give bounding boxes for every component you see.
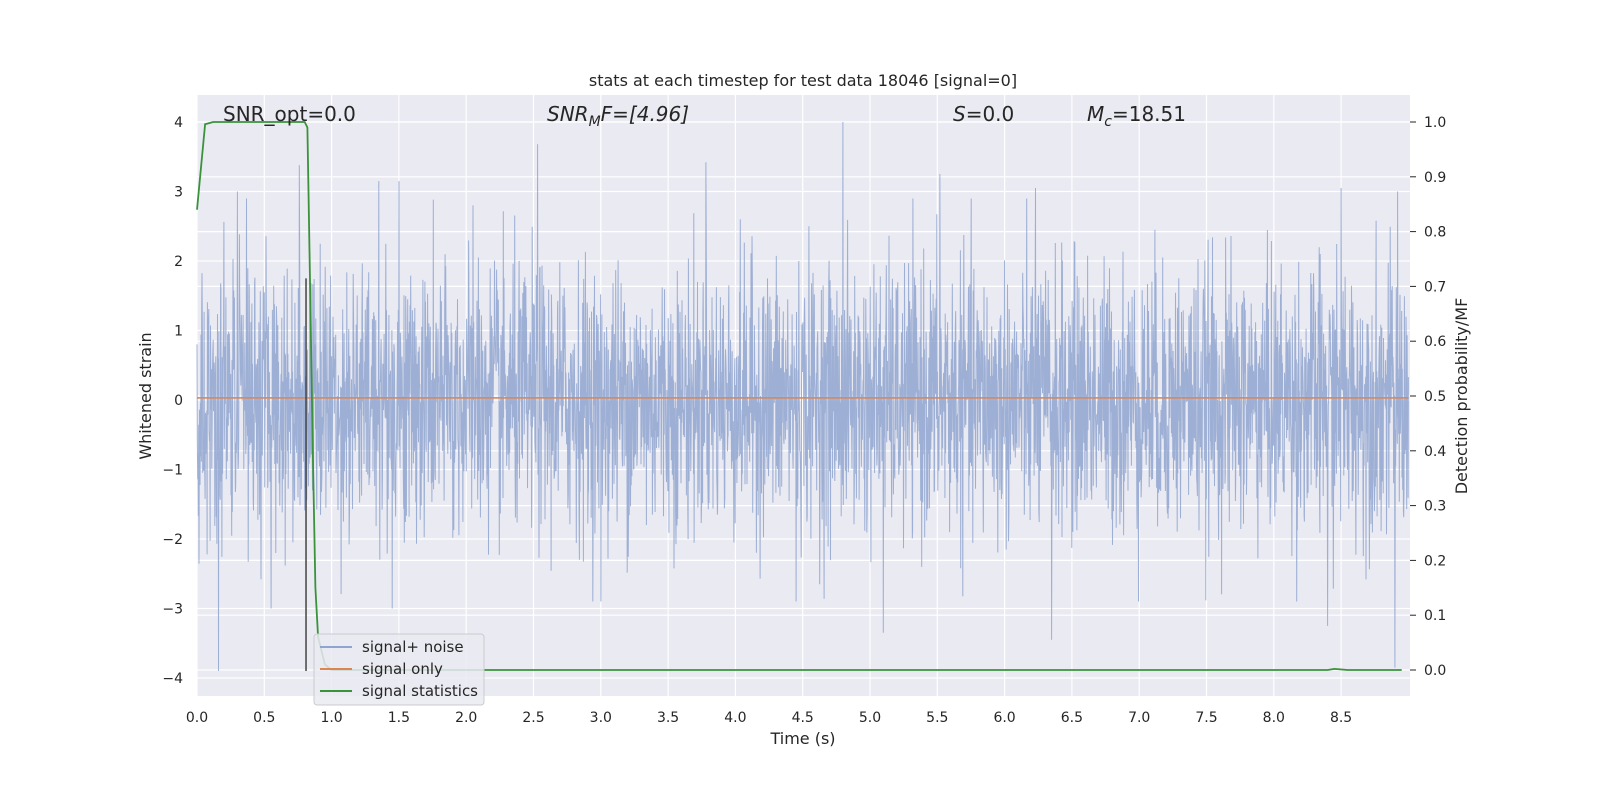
legend-label-signal-noise: signal+ noise [362,638,464,656]
y-axis-label: Whitened strain [136,332,155,459]
y-axis-right-label: Detection probability/MF [1452,298,1471,495]
y-tick-label: −2 [162,532,183,548]
x-tick-label: 1.5 [388,710,410,726]
x-tick-label: 7.5 [1195,710,1217,726]
y-right-tick-label: 0.4 [1424,444,1446,460]
y-tick-label: 2 [174,254,183,270]
x-tick-label: 5.0 [859,710,881,726]
y-right-tick-label: 0.8 [1424,225,1446,241]
x-tick-label: 6.5 [1061,710,1083,726]
x-tick-label: 6.0 [993,710,1015,726]
y-right-tick-label: 0.7 [1424,279,1446,295]
x-tick-label: 4.5 [792,710,814,726]
noise-series [196,121,1409,672]
lines-layer [196,121,1409,672]
y-tick-label: −4 [162,671,183,687]
snr-mf-sub: M [589,114,601,130]
x-tick-label: 4.0 [724,710,746,726]
mc-annotation: Mc=18.51 [1087,102,1186,130]
y-tick-label: 4 [174,115,183,131]
y-right-tick-label: 0.6 [1424,334,1446,350]
snr-mf-rest: F=[4.96] [601,102,689,126]
s-main: S [953,102,966,126]
y-tick-label: 0 [174,393,183,409]
y-right-tick-label: 0.5 [1424,389,1446,405]
mc-rest: =18.51 [1112,102,1186,126]
x-tick-label: 0.5 [253,710,275,726]
x-tick-label: 2.0 [455,710,477,726]
x-tick-label: 7.0 [1128,710,1150,726]
y-tick-label: −3 [162,602,183,618]
y-right-tick-labels: 1.0 0.9 0.8 0.7 0.6 0.5 0.4 0.3 0.2 0.1 0.0 [1410,115,1446,679]
y-right-tick-label: 0.9 [1424,170,1446,186]
x-tick-label: 2.5 [522,710,544,726]
x-tick-label: 1.0 [320,710,342,726]
legend: signal+ noise signal only signal statist… [313,633,485,706]
x-tick-labels: 0.0 0.5 1.0 1.5 2.0 2.5 3.0 3.5 4.0 4.5 5.0 5.5 6.0 6… [186,710,1352,726]
x-tick-label: 5.5 [926,710,948,726]
y-right-tick-label: 1.0 [1424,115,1446,131]
y-tick-label: −1 [162,463,183,479]
mc-sub: c [1104,114,1112,130]
legend-label-signal-statistics: signal statistics [362,682,478,700]
x-axis-label: Time (s) [769,729,835,748]
y-right-tick-label: 0.2 [1424,553,1446,569]
mc-main: M [1087,102,1104,126]
y-tick-label: 1 [174,324,183,340]
legend-box [313,633,485,706]
y-right-tick-label: 0.3 [1424,499,1446,515]
grid [196,95,1410,696]
y-right-tick-label: 0.0 [1424,663,1446,679]
y-tick-labels: 4 3 2 1 0 −1 −2 −3 −4 [162,115,183,687]
legend-label-signal-only: signal only [362,660,443,678]
signal-statistics-line [196,121,1402,671]
x-tick-label: 8.0 [1263,710,1285,726]
y-right-tick-label: 0.1 [1424,608,1446,624]
s-annotation: S=0.0 [953,102,1014,126]
signal-noise-line [196,121,1409,672]
y-tick-label: 3 [174,185,183,201]
x-tick-label: 8.5 [1330,710,1352,726]
snr-mf-main: SNR [547,102,589,126]
s-rest: =0.0 [966,102,1015,126]
x-tick-label: 3.0 [590,710,612,726]
x-tick-label: 0.0 [186,710,208,726]
snr-opt-annotation: SNR_opt=0.0 [223,102,356,126]
x-tick-label: 3.5 [657,710,679,726]
snr-mf-annotation: SNRMF=[4.96] [547,102,689,130]
chart-title: stats at each timestep for test data 180… [589,71,1017,90]
